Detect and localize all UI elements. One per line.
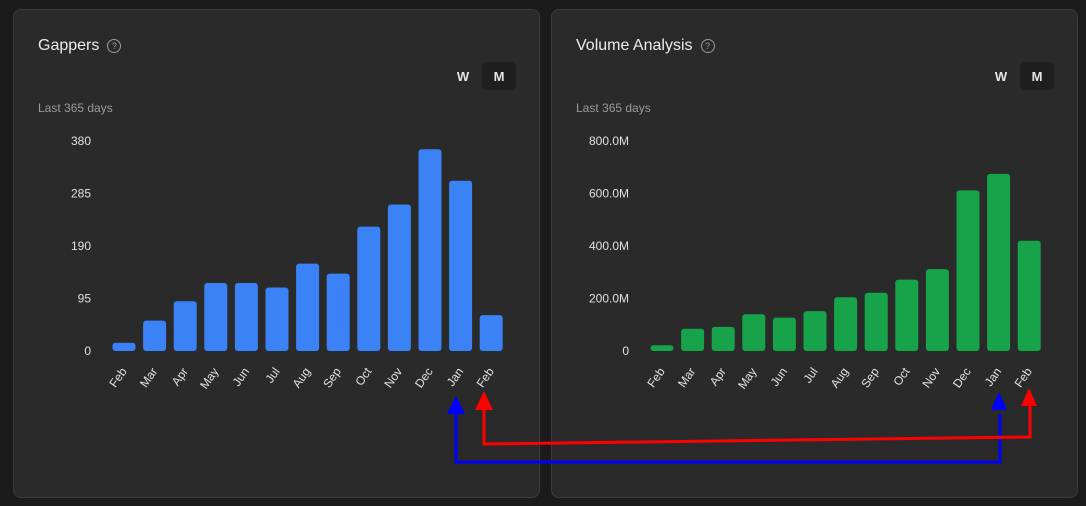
volume-y-tick-label: 200.0M [589,292,629,306]
volume-x-tick-label: Aug [828,365,852,391]
gappers-x-tick-label: Aug [290,365,314,391]
volume-period-toggle: W M [984,62,1054,90]
help-circle-icon[interactable]: ? [107,39,122,53]
volume-y-tick-label: 400.0M [589,239,629,253]
volume-x-tick-label: May [735,365,759,392]
gappers-bar-jun-4[interactable] [234,283,258,351]
volume-bar-jun-4[interactable] [772,317,796,351]
gappers-x-tick-label: Jan [444,365,467,389]
gappers-bar-jan-11[interactable] [449,180,473,351]
gappers-card: Gappers ? W M Last 365 days 0 95 190 285 380… [13,9,540,498]
volume-bar-jan-11[interactable] [987,173,1011,351]
volume-bar-sep-7[interactable] [864,292,888,351]
gappers-bar-jul-5[interactable] [265,287,289,351]
volume-x-tick-label: Mar [675,365,698,390]
volume-bar-chart: 0 200.0M 400.0M 600.0M 800.0M Feb Mar Apr May Jun… [589,134,1041,392]
help-circle-icon[interactable]: ? [700,39,715,53]
volume-bar-nov-9[interactable] [925,269,949,351]
volume-x-tick-label: Sep [858,365,882,391]
volume-x-tick-label: Oct [890,364,913,388]
gappers-title-row: Gappers ? [38,37,122,55]
gappers-monthly-button[interactable]: M [482,62,516,90]
gappers-period-toggle: W M [446,62,516,90]
gappers-title: Gappers [38,37,100,54]
volume-title: Volume Analysis [576,37,693,54]
volume-x-tick-label: Apr [707,365,729,388]
volume-bar-aug-6[interactable] [834,297,858,351]
gappers-y-tick-label: 285 [71,187,91,201]
volume-bar-feb-0[interactable] [650,345,674,351]
volume-x-tick-label: Nov [919,365,943,391]
volume-bar-may-3[interactable] [742,314,766,351]
gappers-bar-may-3[interactable] [204,283,228,351]
volume-x-tick-label: Dec [950,365,974,391]
volume-title-row: Volume Analysis ? [576,37,715,55]
gappers-bar-nov-9[interactable] [387,204,411,351]
gappers-bar-dec-10[interactable] [418,149,442,351]
volume-weekly-button[interactable]: W [994,68,1008,84]
volume-x-tick-label: Feb [1012,365,1036,390]
gappers-x-tick-label: Dec [412,365,436,391]
gappers-bar-mar-1[interactable] [143,320,167,351]
gappers-bar-apr-2[interactable] [173,301,197,351]
gappers-x-tick-label: Jun [230,365,253,389]
gappers-y-tick-label: 380 [71,134,91,148]
volume-y-tick-label: 0 [622,344,629,358]
volume-y-tick-label: 800.0M [589,134,629,148]
gappers-bar-oct-8[interactable] [357,226,381,351]
gappers-weekly-button[interactable]: W [456,68,470,84]
gappers-x-tick-label: Nov [381,365,405,391]
gappers-bar-feb-0[interactable] [112,342,136,351]
gappers-y-tick-label: 190 [71,239,91,253]
volume-bar-dec-10[interactable] [956,190,980,351]
volume-bar-feb-12[interactable] [1017,240,1041,351]
volume-y-tick-label: 600.0M [589,187,629,201]
volume-x-tick-label: Jan [982,365,1005,389]
gappers-x-tick-label: Jul [262,365,282,386]
volume-x-tick-label: Jun [768,365,791,389]
gappers-x-tick-label: Apr [169,365,191,388]
gappers-y-tick-label: 95 [78,292,92,306]
gappers-bar-aug-6[interactable] [296,263,320,351]
gappers-bar-feb-12[interactable] [479,315,503,351]
volume-bar-apr-2[interactable] [711,326,735,351]
volume-bar-jul-5[interactable] [803,311,827,351]
volume-bar-oct-8[interactable] [895,279,919,351]
volume-x-tick-label: Jul [800,365,820,386]
volume-analysis-card: Volume Analysis ? W M Last 365 days 0 200… [551,9,1078,498]
gappers-y-tick-label: 0 [84,344,91,358]
gappers-x-tick-label: Oct [352,364,375,388]
volume-bar-mar-1[interactable] [681,328,705,351]
gappers-x-tick-label: Sep [320,365,344,391]
gappers-subtitle: Last 365 days [38,101,113,115]
gappers-x-tick-label: Feb [474,365,498,390]
gappers-x-tick-label: Mar [137,365,160,390]
gappers-x-tick-label: May [197,365,221,392]
gappers-x-tick-label: Feb [106,365,130,390]
volume-subtitle: Last 365 days [576,101,651,115]
gappers-bar-sep-7[interactable] [326,273,350,351]
volume-monthly-button[interactable]: M [1020,62,1054,90]
gappers-bar-chart: 0 95 190 285 380 Feb Mar Apr May Jun Jul Aug Sep Oct N… [71,134,503,392]
volume-x-tick-label: Feb [644,365,668,390]
